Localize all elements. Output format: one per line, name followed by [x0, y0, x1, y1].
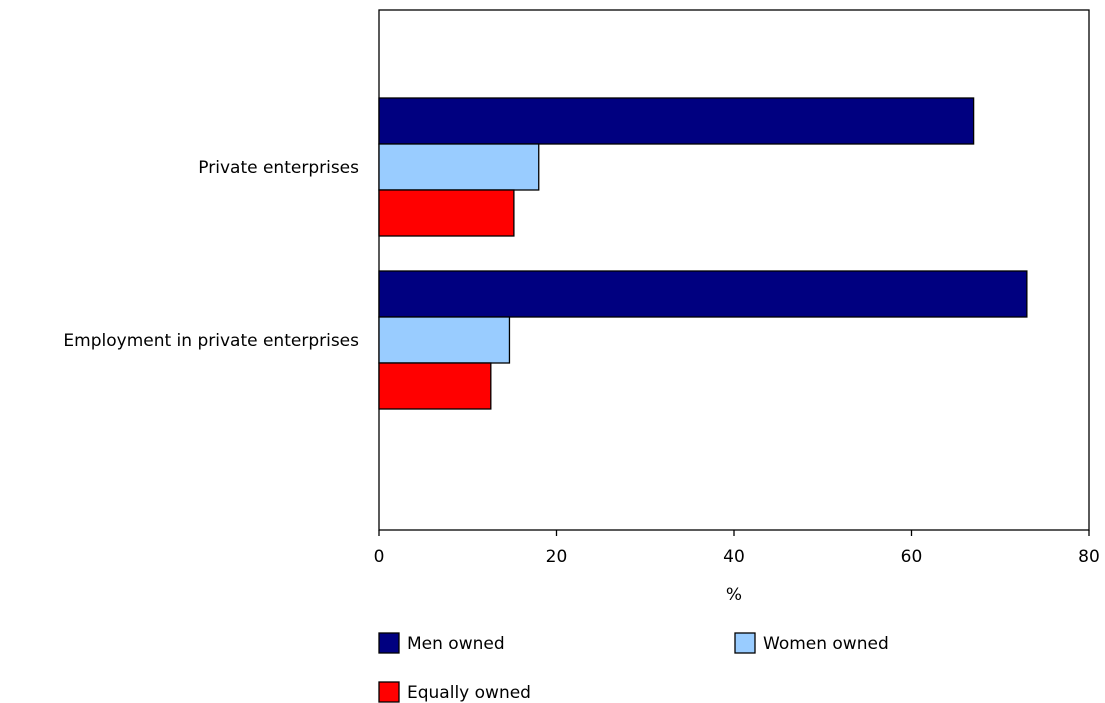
legend-swatch-women-owned [734, 632, 756, 654]
x-tick-label: 80 [1078, 547, 1100, 567]
x-axis-ticks: 0 20 40 60 80 [374, 530, 1100, 567]
bar-employment-in-private-enterprises-equally-owned [378, 362, 492, 410]
legend-swatch-equally-owned [378, 681, 400, 703]
x-tick-label: 20 [546, 547, 568, 567]
bar-employment-in-private-enterprises-women-owned [378, 316, 511, 364]
bar-private-enterprises-women-owned [378, 143, 540, 191]
bars-group [378, 97, 1028, 410]
category-label: Employment in private enterprises [63, 331, 359, 351]
x-axis-label: % [726, 585, 742, 605]
legend-label-men-owned: Men owned [407, 634, 505, 654]
bar-private-enterprises-equally-owned [378, 189, 515, 237]
legend-label-equally-owned: Equally owned [407, 683, 531, 703]
x-tick-label: 60 [901, 547, 923, 567]
plot-frame [378, 9, 1090, 531]
legend-swatch-men-owned [378, 632, 400, 654]
bar-private-enterprises-men-owned [378, 97, 975, 145]
legend-label-women-owned: Women owned [763, 634, 889, 654]
category-labels: Private enterprises Employment in private… [63, 158, 359, 351]
x-tick-label: 40 [723, 547, 745, 567]
legend: Men owned Women owned Equally owned [378, 632, 889, 703]
bar-employment-in-private-enterprises-men-owned [378, 270, 1028, 318]
x-tick-label: 0 [374, 547, 385, 567]
category-label: Private enterprises [198, 158, 359, 178]
